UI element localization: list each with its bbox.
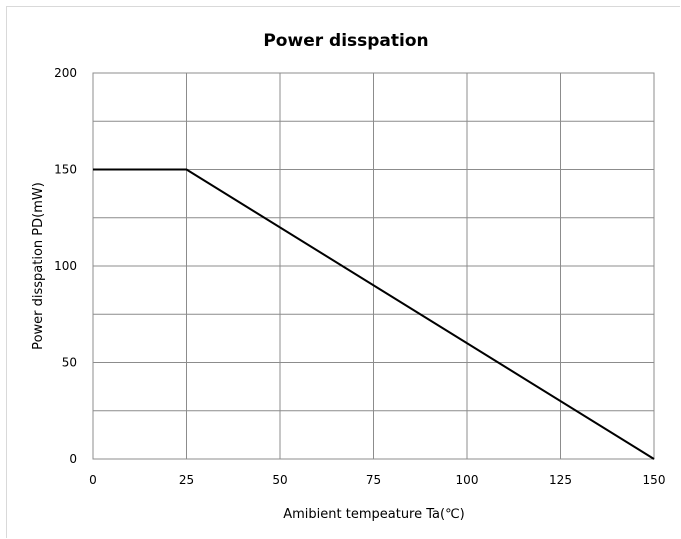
y-axis-label: Power disspation PD(mW) (31, 182, 46, 350)
x-tick-label: 150 (643, 473, 666, 487)
grid (92, 72, 655, 460)
chart-title: Power disspation (263, 31, 428, 51)
x-tick-label: 75 (366, 473, 381, 487)
x-tick-label: 0 (89, 473, 97, 487)
x-axis-label: Amibient tempeature Ta(℃) (283, 507, 465, 522)
x-tick-labels: 0 25 50 75 100 125 150 (89, 473, 665, 487)
x-tick-label: 50 (272, 473, 287, 487)
x-tick-label: 25 (179, 473, 194, 487)
y-tick-labels: 0 50 100 150 200 (54, 66, 77, 466)
y-tick-label: 50 (62, 356, 77, 370)
plot-area (92, 72, 655, 460)
y-tick-label: 200 (54, 66, 77, 80)
series-line (93, 168, 655, 460)
y-tick-label: 100 (54, 259, 77, 273)
y-tick-label: 150 (54, 163, 77, 177)
y-tick-label: 0 (69, 452, 77, 466)
series-layer (93, 168, 655, 460)
x-tick-label: 125 (549, 473, 572, 487)
chart-frame (6, 6, 680, 538)
x-tick-label: 100 (456, 473, 479, 487)
